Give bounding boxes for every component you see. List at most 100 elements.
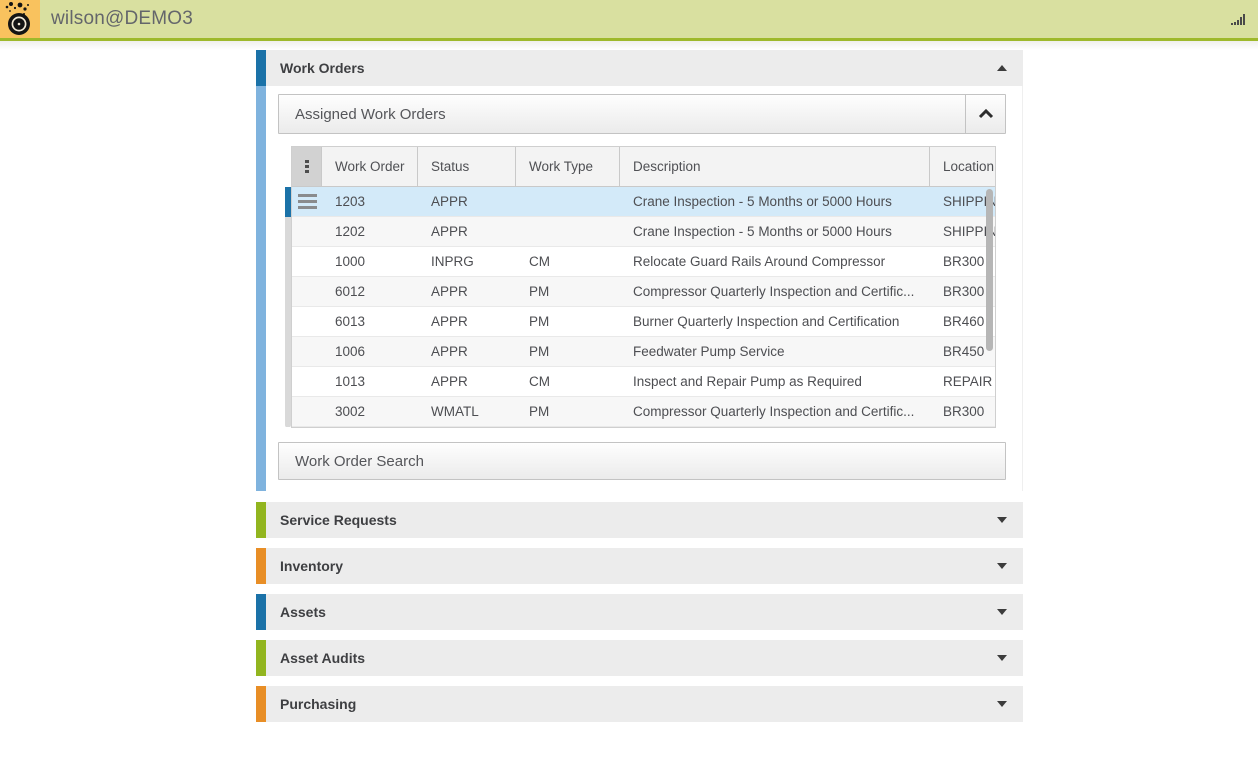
cell-description: Crane Inspection - 5 Months or 5000 Hour… — [633, 194, 892, 209]
column-header-status[interactable]: Status — [418, 147, 516, 186]
expand-triangle-icon — [997, 701, 1007, 707]
logged-in-user: wilson@DEMO3 — [51, 8, 194, 29]
cell-location: REPAIR — [943, 374, 993, 389]
column-header-work-order[interactable]: Work Order — [322, 147, 418, 186]
table-scrollbar[interactable] — [986, 189, 993, 351]
chevron-up-icon — [978, 109, 993, 119]
section-header-work-orders[interactable]: Work Orders — [256, 50, 1023, 86]
table-row[interactable]: 3002 WMATL PM Compressor Quarterly Inspecti… — [292, 397, 995, 427]
cell-description: Feedwater Pump Service — [633, 344, 785, 359]
table-row[interactable]: 1203 APPR Crane Inspection - 5 Months or 5… — [292, 187, 995, 217]
cell-status: APPR — [431, 284, 468, 299]
work-order-search-button[interactable]: Work Order Search — [278, 442, 1006, 480]
table-row[interactable]: 1013 APPR CM Inspect and Repair Pump as Req… — [292, 367, 995, 397]
collapse-triangle-icon — [997, 65, 1007, 71]
signal-strength-icon — [1231, 13, 1245, 25]
cell-status: APPR — [431, 194, 468, 209]
cell-location: BR300 — [943, 254, 985, 269]
section-accent-bar — [256, 686, 266, 722]
cell-location: BR300 — [943, 284, 985, 299]
cell-description: Burner Quarterly Inspection and Certific… — [633, 314, 900, 329]
cell-location: BR300 — [943, 404, 985, 419]
cell-work-order: 1202 — [335, 224, 366, 239]
cell-work-order: 1006 — [335, 344, 366, 359]
table-row[interactable]: 6013 APPR PM Burner Quarterly Inspection an… — [292, 307, 995, 337]
gutter-segment — [285, 277, 291, 307]
cell-status: INPRG — [431, 254, 474, 269]
cell-work-type: CM — [529, 374, 550, 389]
cell-status: WMATL — [431, 404, 479, 419]
collapsed-sections: Service Requests Inventory Assets Asset … — [256, 502, 1023, 722]
cell-status: APPR — [431, 314, 468, 329]
cell-work-type: PM — [529, 314, 550, 329]
table-row[interactable]: 6012 APPR PM Compressor Quarterly Inspectio… — [292, 277, 995, 307]
row-menu-column-header[interactable] — [292, 147, 322, 186]
section-label: Inventory — [280, 558, 344, 574]
row-menu-cell[interactable] — [292, 194, 322, 209]
gutter-segment — [285, 367, 291, 397]
cell-description: Inspect and Repair Pump as Required — [633, 374, 862, 389]
cell-work-order: 6013 — [335, 314, 366, 329]
section-label: Asset Audits — [280, 650, 366, 666]
work-orders-body: Assigned Work Orders Work Order Status Wor… — [256, 86, 1023, 491]
cell-location: SHIPPING — [943, 194, 995, 209]
section-accent-bar — [256, 640, 266, 676]
cell-work-type: PM — [529, 284, 550, 299]
kebab-menu-icon — [304, 160, 309, 173]
assigned-work-orders-button[interactable]: Assigned Work Orders — [278, 94, 1006, 134]
section-label: Service Requests — [280, 512, 397, 528]
table-row[interactable]: 1000 INPRG CM Relocate Guard Rails Around C… — [292, 247, 995, 277]
table-row[interactable]: 1202 APPR Crane Inspection - 5 Months or 5… — [292, 217, 995, 247]
cell-work-order: 1000 — [335, 254, 366, 269]
cell-work-type: CM — [529, 254, 550, 269]
section-accent-bar — [256, 594, 266, 630]
expand-triangle-icon — [997, 517, 1007, 523]
section-label: Assets — [280, 604, 326, 620]
section-accent-bar — [256, 502, 266, 538]
work-order-table: Work Order Status Work Type Description Loca… — [291, 146, 996, 428]
collapse-list-button[interactable] — [965, 95, 1005, 133]
work-orders-body-accent-bar — [256, 86, 266, 491]
work-order-search-label: Work Order Search — [295, 452, 424, 470]
section-label: Purchasing — [280, 696, 357, 712]
expand-triangle-icon — [997, 563, 1007, 569]
cell-location: BR460 — [943, 314, 985, 329]
cell-work-order: 3002 — [335, 404, 366, 419]
column-header-location[interactable]: Location — [930, 147, 995, 186]
section-header-service-requests[interactable]: Service Requests — [256, 502, 1023, 538]
cell-location: SHIPPING — [943, 224, 995, 239]
column-header-description[interactable]: Description — [620, 147, 930, 186]
section-header-assets[interactable]: Assets — [256, 594, 1023, 630]
cell-status: APPR — [431, 344, 468, 359]
section-accent-bar — [256, 548, 266, 584]
cell-status: APPR — [431, 374, 468, 389]
section-label: Work Orders — [280, 60, 365, 76]
cell-description: Relocate Guard Rails Around Compressor — [633, 254, 886, 269]
row-actions-icon — [297, 194, 317, 209]
cell-description: Crane Inspection - 5 Months or 5000 Hour… — [633, 224, 892, 239]
cell-description: Compressor Quarterly Inspection and Cert… — [633, 284, 915, 299]
expand-triangle-icon — [997, 655, 1007, 661]
cell-location: BR450 — [943, 344, 985, 359]
topbar-shadow — [0, 41, 1258, 50]
work-orders-accent-bar — [256, 50, 266, 86]
cell-work-order: 6012 — [335, 284, 366, 299]
expand-triangle-icon — [997, 609, 1007, 615]
gutter-segment — [285, 397, 291, 427]
selected-row-marker — [285, 187, 291, 217]
section-header-inventory[interactable]: Inventory — [256, 548, 1023, 584]
gutter-segment — [285, 337, 291, 367]
section-header-asset-audits[interactable]: Asset Audits — [256, 640, 1023, 676]
cell-work-type: PM — [529, 404, 550, 419]
table-header-row: Work Order Status Work Type Description Loca… — [292, 147, 995, 187]
work-order-table-zone: Work Order Status Work Type Description Loca… — [285, 146, 1006, 428]
cell-description: Compressor Quarterly Inspection and Cert… — [633, 404, 915, 419]
table-row[interactable]: 1006 APPR PM Feedwater Pump Service BR450 — [292, 337, 995, 367]
row-selection-gutter — [285, 187, 291, 428]
column-header-work-type[interactable]: Work Type — [516, 147, 620, 186]
app-top-bar: wilson@DEMO3 — [0, 0, 1258, 41]
gutter-segment — [285, 217, 291, 247]
gutter-segment — [285, 247, 291, 277]
section-header-purchasing[interactable]: Purchasing — [256, 686, 1023, 722]
cell-work-order: 1203 — [335, 194, 366, 209]
